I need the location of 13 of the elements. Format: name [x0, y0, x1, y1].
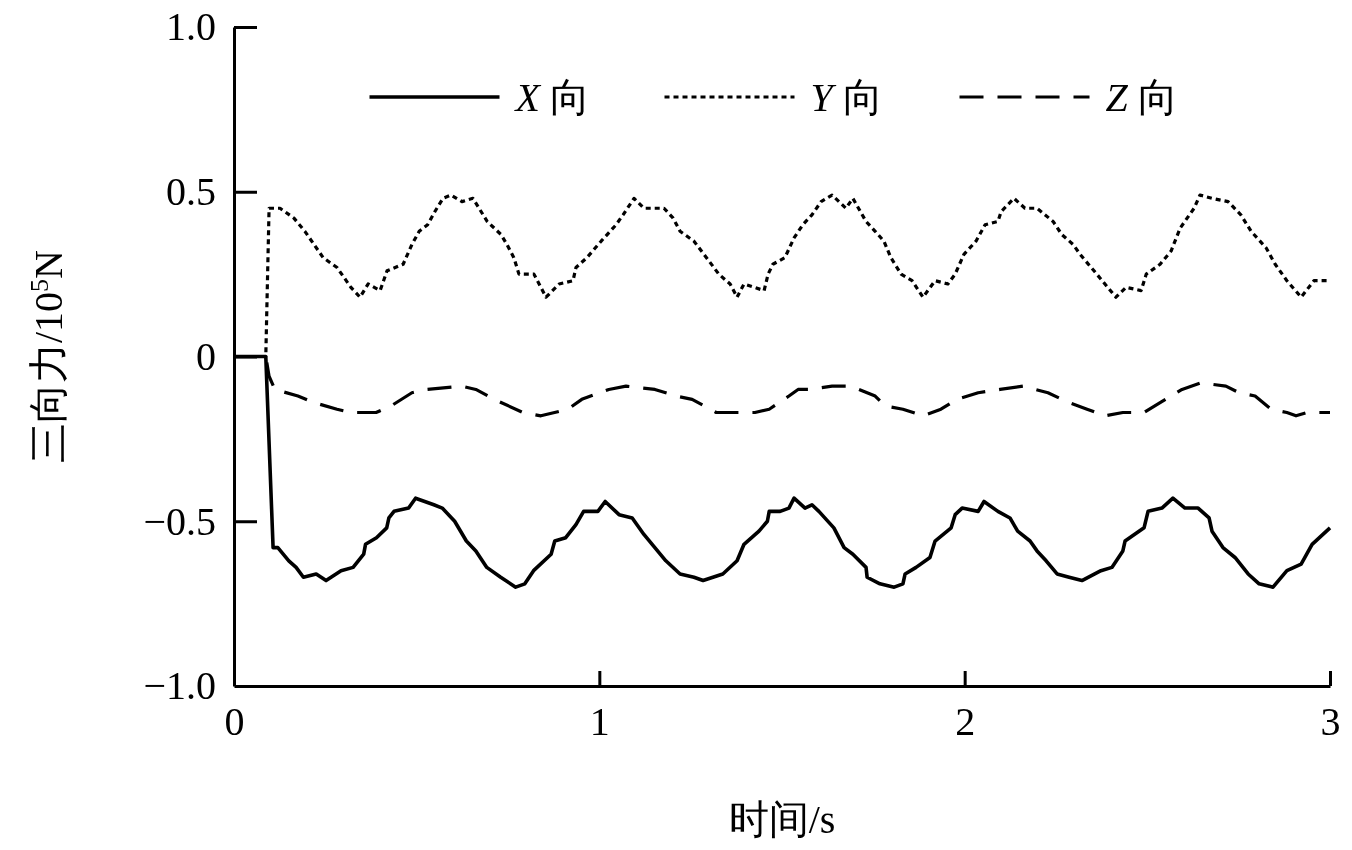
- y-tick-label: −0.5: [143, 498, 216, 544]
- x-tick-label: 1: [589, 699, 610, 745]
- x-tick-label: 3: [1320, 699, 1341, 745]
- x-tick-label: 2: [955, 699, 976, 745]
- y-tick-label: 0.5: [166, 169, 216, 215]
- x-tick-label: 0: [224, 699, 245, 745]
- y-tick-label: −1.0: [143, 663, 216, 709]
- legend-label: Y 向: [810, 75, 883, 120]
- legend-label: Z 向: [1105, 75, 1178, 120]
- y-tick-label: 1.0: [166, 4, 216, 50]
- x-axis-title: 时间/s: [728, 797, 836, 842]
- y-tick-label: 0: [196, 333, 216, 379]
- legend-label: X 向: [513, 75, 590, 120]
